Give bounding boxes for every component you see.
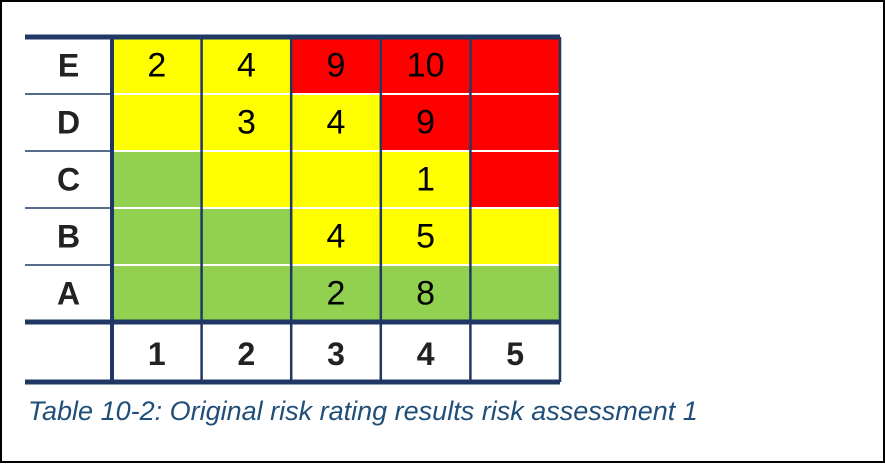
risk-cell <box>469 93 561 152</box>
cell-value: 4 <box>237 47 256 85</box>
risk-cell <box>200 207 293 266</box>
column-label: 1 <box>148 336 166 372</box>
row-label: E <box>58 48 79 84</box>
cell-value: 5 <box>416 218 435 256</box>
risk-cell <box>111 264 203 323</box>
row-label: C <box>57 162 80 198</box>
risk-cell <box>200 264 293 323</box>
cell-value: 4 <box>327 218 346 256</box>
cell-value: 10 <box>407 47 445 85</box>
column-label: 2 <box>238 336 256 372</box>
row-label: A <box>57 276 80 312</box>
risk-cell <box>379 207 472 266</box>
risk-cell <box>290 150 382 209</box>
cell-value: 1 <box>416 161 435 199</box>
cell-value: 9 <box>327 47 346 85</box>
risk-cell <box>290 264 382 323</box>
cell-value: 2 <box>327 275 346 313</box>
column-label: 3 <box>327 336 345 372</box>
caption: Table 10-2: Original risk rating results… <box>28 396 698 426</box>
risk-cell <box>469 264 561 323</box>
risk-cell <box>469 207 561 266</box>
row-label: D <box>57 105 80 141</box>
risk-cell <box>111 207 203 266</box>
row-label: B <box>57 219 80 255</box>
cell-value: 4 <box>327 104 346 142</box>
risk-cell <box>111 36 203 95</box>
risk-cell <box>111 93 203 152</box>
column-label: 5 <box>506 336 524 372</box>
risk-cell <box>469 36 561 95</box>
risk-cell <box>111 150 203 209</box>
risk-cell <box>469 150 561 209</box>
risk-cell <box>200 150 293 209</box>
cell-value: 9 <box>416 104 435 142</box>
cell-value: 2 <box>147 47 166 85</box>
cell-value: 8 <box>416 275 435 313</box>
cell-value: 3 <box>237 104 256 142</box>
column-label: 4 <box>417 336 435 372</box>
